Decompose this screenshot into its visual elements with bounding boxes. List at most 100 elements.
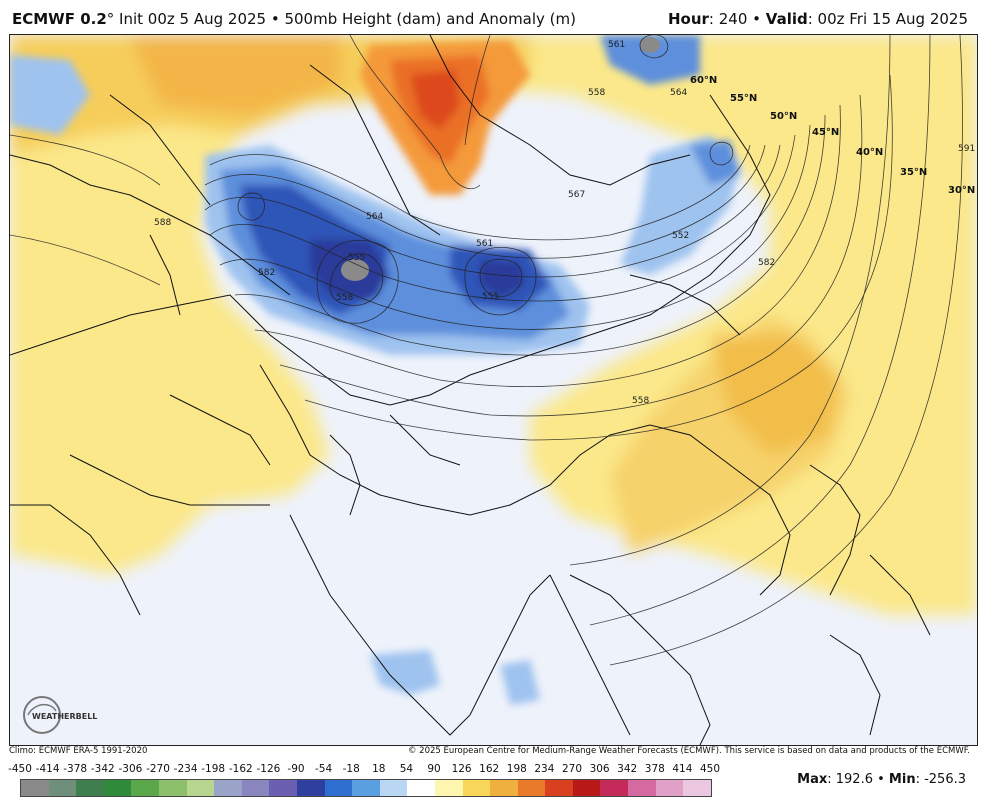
contour-label: 591	[958, 144, 975, 154]
colorbar-tick-label: 234	[534, 763, 555, 775]
contour-label: 555	[348, 253, 365, 263]
colorbar-tick-label: 18	[372, 763, 386, 775]
colorbar-swatch	[545, 780, 573, 796]
colorbar-tick-label: -54	[315, 763, 333, 775]
valid-label: Valid	[765, 10, 808, 28]
colorbar-tick-label: -198	[201, 763, 226, 775]
map-title: ECMWF 0.2° Init 00z 5 Aug 2025 • 500mb H…	[12, 10, 576, 28]
colorbar-labels: -450 -414 -378 -342 -306 -270 -234 -198 -162 -126…	[8, 763, 720, 777]
colorbar-swatch	[628, 780, 656, 796]
contour-label: 552	[672, 231, 689, 241]
height-contours	[10, 35, 963, 666]
weather-map[interactable]: 60°N 55°N 50°N 45°N 40°N 35°N 30°N 555 5…	[9, 34, 978, 746]
colorbar-tick-label: 270	[561, 763, 583, 775]
min-label: Min	[888, 772, 916, 787]
colorbar-legend: -450 -414 -378 -342 -306 -270 -234 -198 -162 -126…	[8, 763, 720, 803]
colorbar-tick-label: 126	[451, 763, 472, 775]
valid-value: : 00z Fri 15 Aug 2025	[807, 10, 968, 28]
climo-credit: Climo: ECMWF ERA-5 1991-2020	[9, 746, 148, 756]
contour-label: 567	[568, 190, 585, 200]
hour-value: : 240 •	[708, 10, 761, 28]
colorbar-swatch	[158, 780, 187, 796]
colorbar-swatch	[21, 780, 49, 796]
max-value: : 192.6 •	[827, 772, 885, 787]
colorbar-swatch	[600, 780, 629, 796]
colorbar-swatch	[214, 780, 242, 796]
colorbar-swatch	[462, 780, 491, 796]
init-description: ° Init 00z 5 Aug 2025 • 500mb Height (da…	[106, 10, 576, 28]
copyright-notice: © 2025 European Centre for Medium-Range …	[407, 746, 970, 756]
colorbar-swatch	[76, 780, 104, 796]
contour-label: 555	[482, 292, 499, 302]
hour-label: Hour	[667, 10, 709, 28]
colorbar-swatch	[517, 780, 546, 796]
colorbar-swatch	[379, 780, 408, 796]
colorbar-swatch	[103, 780, 132, 796]
contour-label: 558	[336, 293, 353, 303]
colorbar-swatch	[407, 780, 435, 796]
header: ECMWF 0.2° Init 00z 5 Aug 2025 • 500mb H…	[0, 0, 984, 34]
max-min-stats: Max: 192.6 • Min: -256.3	[797, 772, 966, 787]
lat-label-55n: 55°N	[730, 93, 757, 104]
political-boundaries	[10, 35, 931, 745]
colorbar-tick-label: 306	[589, 763, 610, 775]
colorbar-tick-label: -378	[63, 763, 88, 775]
lat-label-60n: 60°N	[690, 75, 717, 86]
colorbar-tick-label: 162	[479, 763, 500, 775]
contour-label: 582	[758, 258, 775, 268]
colorbar-swatch	[572, 780, 601, 796]
colorbar-tick-label: -18	[342, 763, 360, 775]
colorbar-swatch	[352, 780, 380, 796]
colorbar-swatch	[655, 780, 684, 796]
warm-anomaly-core	[360, 40, 530, 195]
colorbar-tick-label: 198	[506, 763, 527, 775]
contour-label: 561	[608, 40, 625, 50]
contour-label: 558	[588, 88, 605, 98]
low-center-west	[341, 259, 369, 281]
colorbar-tick-label: 54	[399, 763, 414, 775]
map-canvas: 60°N 55°N 50°N 45°N 40°N 35°N 30°N 555 5…	[10, 35, 977, 745]
lat-label-40n: 40°N	[856, 147, 883, 158]
logo-text: WEATHERBELL	[32, 712, 97, 721]
contour-label: 582	[258, 268, 275, 278]
colorbar-tick-label: 342	[617, 763, 638, 775]
model-name: ECMWF 0.2	[12, 10, 107, 28]
colorbar-swatch	[296, 780, 325, 796]
colorbar-tick-label: 414	[672, 763, 693, 775]
colorbar-swatch	[241, 780, 270, 796]
lat-label-30n: 30°N	[948, 185, 975, 196]
colorbar-swatch	[48, 780, 77, 796]
credits: Climo: ECMWF ERA-5 1991-2020 © 2025 Euro…	[0, 745, 984, 759]
colorbar-tick-label: -234	[173, 763, 198, 775]
weatherbell-logo: WEATHERBELL	[23, 696, 97, 734]
contour-label: 561	[476, 239, 493, 249]
lat-label-45n: 45°N	[812, 127, 839, 138]
max-label: Max	[797, 772, 828, 787]
colorbar-swatch	[683, 780, 711, 796]
contour-label: 588	[154, 218, 171, 228]
min-value: : -256.3	[915, 772, 966, 787]
colorbar-swatch	[324, 780, 353, 796]
contour-label: 558	[632, 396, 649, 406]
contour-label: 564	[366, 212, 383, 222]
negative-anomaly-shading	[10, 35, 740, 705]
colorbar-tick-label: 90	[427, 763, 441, 775]
colorbar-tick-label: 378	[644, 763, 665, 775]
colorbar-tick-label: -90	[287, 763, 305, 775]
contour-label: 564	[670, 88, 687, 98]
colorbar-swatch	[269, 780, 297, 796]
colorbar-tick-label: -342	[90, 763, 115, 775]
colorbar-tick-label: -306	[118, 763, 143, 775]
colorbar-swatch	[186, 780, 215, 796]
colorbar-swatch	[434, 780, 463, 796]
colorbar-swatch	[490, 780, 518, 796]
colorbar-tick-label: 450	[699, 763, 721, 775]
low-center-north	[640, 37, 660, 53]
colorbar-tick-label: -126	[256, 763, 281, 775]
valid-time: Hour: 240 • Valid: 00z Fri 15 Aug 2025	[668, 10, 968, 28]
colorbar-tick-label: -162	[228, 763, 253, 775]
colorbar	[20, 779, 712, 797]
colorbar-tick-label: -270	[146, 763, 170, 775]
colorbar-swatch	[131, 780, 159, 796]
lat-label-50n: 50°N	[770, 111, 797, 122]
